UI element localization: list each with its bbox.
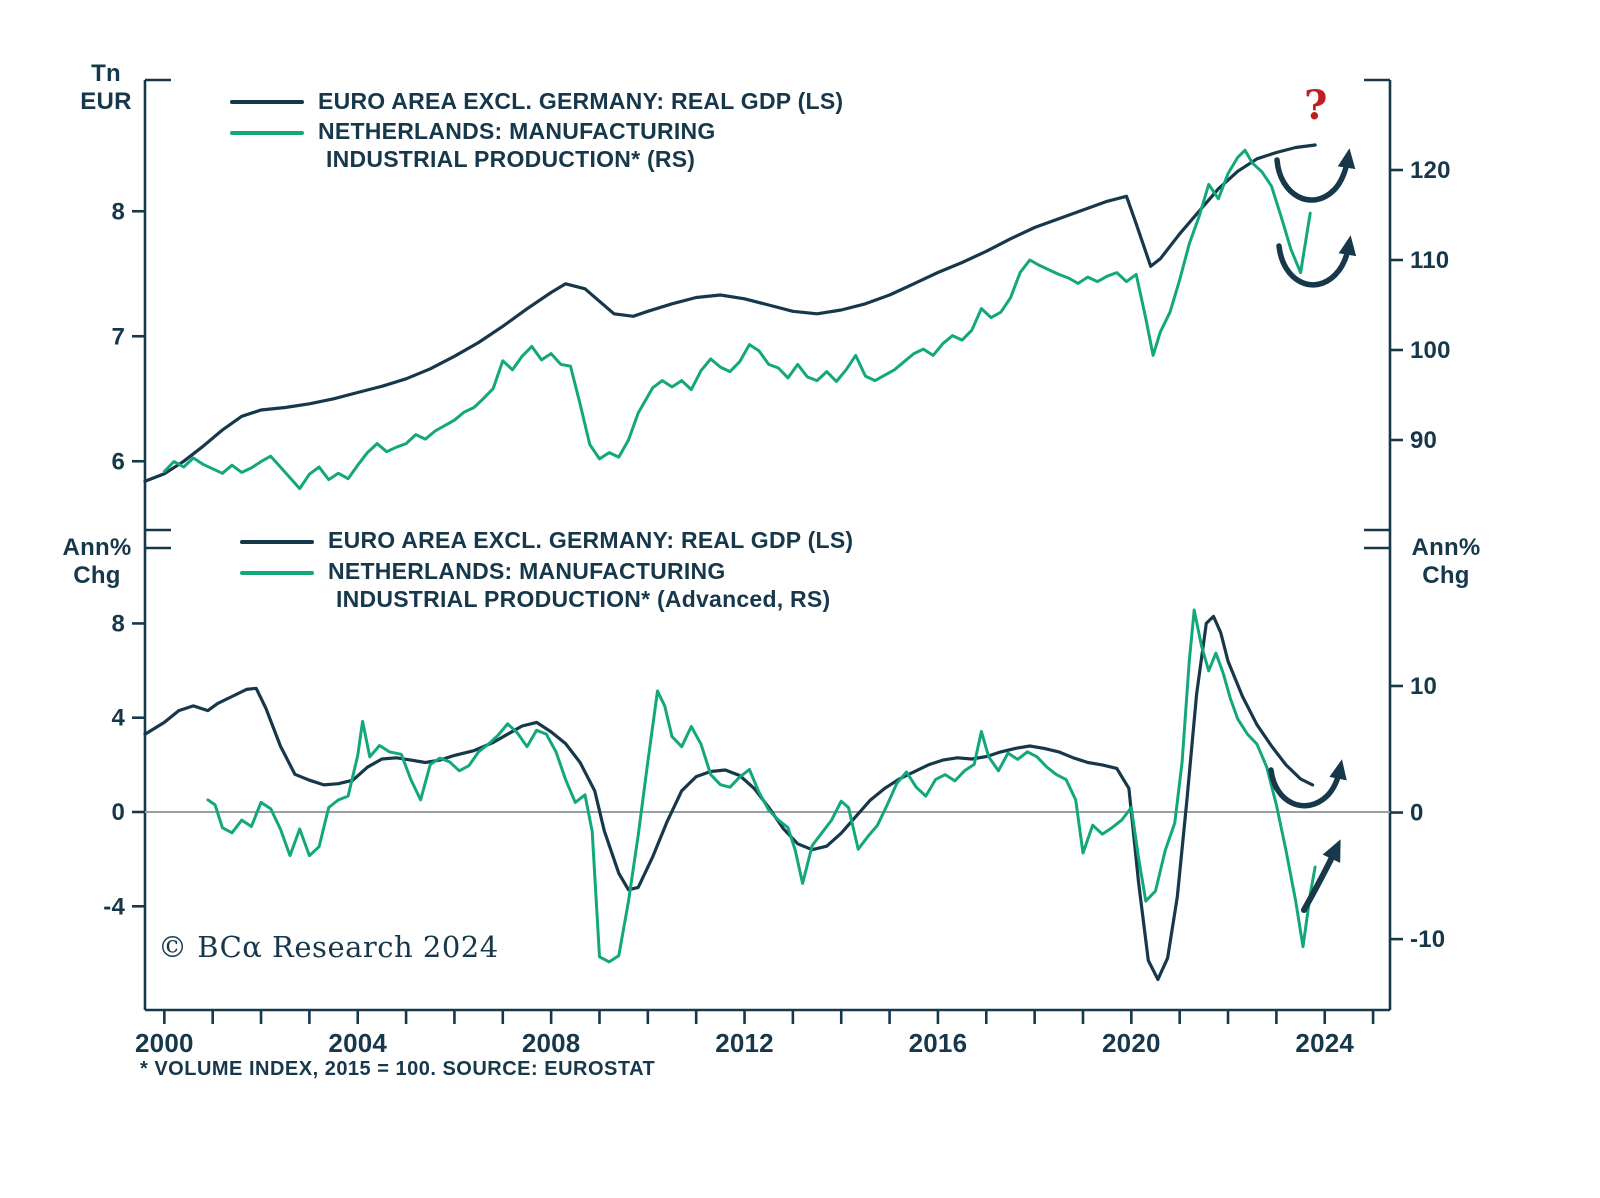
x-tick-label: 2012 — [715, 1028, 774, 1058]
axis-frame — [143, 78, 1392, 1012]
y-tick-label: 0 — [1410, 800, 1424, 827]
gdp-ls-line — [143, 143, 1317, 483]
gdp-upturn-arrow-icon — [1274, 148, 1356, 203]
axis-unit-line: Chg — [73, 562, 121, 589]
y-tick-label: 110 — [1410, 247, 1449, 274]
y-tick-label: 10 — [1410, 673, 1437, 700]
legend-label-ip-yoy-line1: NETHERLANDS: MANUFACTURING — [328, 558, 726, 584]
y-tick-label: -10 — [1410, 926, 1445, 953]
bottom-right-axis-unit: Ann% Chg — [1398, 534, 1494, 590]
legend-line-swatch-gdp — [230, 100, 304, 104]
ip-rs-line — [162, 148, 1312, 491]
axis-unit-line: Ann% — [1411, 534, 1481, 561]
y-tick-label: 120 — [1410, 157, 1451, 184]
axis-unit-line: EUR — [80, 88, 132, 115]
x-tick-label: 2020 — [1102, 1028, 1161, 1058]
bottom-left-axis-unit: Ann% Chg — [50, 534, 144, 590]
axis-unit-line: Tn — [91, 60, 121, 87]
source-footnote: * VOLUME INDEX, 2015 = 100. SOURCE: EURO… — [140, 1058, 656, 1080]
ip-growth-upturn-arrow-icon — [1301, 839, 1341, 913]
legend-label-gdp-yoy: EURO AREA EXCL. GERMANY: REAL GDP (LS) — [328, 527, 854, 553]
copyright-text: © BCα Research 2024 — [158, 930, 499, 964]
ip-upturn-arrow-icon — [1276, 235, 1357, 288]
legend-line-swatch-gdp-yoy — [240, 540, 314, 544]
legend-line-swatch-ip-yoy — [240, 571, 314, 575]
y-tick-label: 100 — [1410, 337, 1451, 364]
y-tick-label: 90 — [1410, 427, 1437, 454]
y-tick-label: 8 — [111, 198, 125, 225]
ip-yoy-rs-line — [206, 608, 1317, 964]
y-tick-label: -4 — [103, 893, 125, 920]
y-tick-label: 0 — [111, 799, 125, 826]
gdp-growth-upturn-arrow-icon — [1268, 759, 1347, 809]
x-tick-label: 2016 — [909, 1028, 968, 1058]
x-tick-label: 2000 — [135, 1028, 194, 1058]
series-and-ticks-layer: 6 7 8 90 100 110 120 -4 0 4 8 -10 0 10 2000 2004 2008 201… — [103, 143, 1451, 1058]
legend-label-ip-line1: NETHERLANDS: MANUFACTURING — [318, 118, 716, 144]
x-tick-label: 2004 — [328, 1028, 387, 1058]
y-tick-label: 7 — [111, 323, 125, 350]
y-tick-label: 4 — [111, 705, 125, 732]
legend-label-ip-yoy-line2: INDUSTRIAL PRODUCTION* (Advanced, RS) — [336, 586, 831, 612]
legend-line-swatch-ip — [230, 131, 304, 135]
top-left-axis-unit: Tn EUR — [64, 60, 148, 116]
y-tick-label: 6 — [111, 448, 125, 475]
axis-unit-line: Chg — [1422, 562, 1470, 589]
x-tick-label: 2008 — [522, 1028, 581, 1058]
gdp-yoy-ls-line — [143, 614, 1315, 982]
legend-label-ip-line2: INDUSTRIAL PRODUCTION* (RS) — [326, 146, 696, 172]
x-tick-label: 2024 — [1295, 1028, 1354, 1058]
annotation-arrows — [1268, 148, 1357, 913]
question-mark-annotation: ? — [1304, 82, 1328, 129]
legend-label-gdp: EURO AREA EXCL. GERMANY: REAL GDP (LS) — [318, 88, 844, 114]
axis-unit-line: Ann% — [62, 534, 132, 561]
y-tick-label: 8 — [111, 610, 125, 637]
